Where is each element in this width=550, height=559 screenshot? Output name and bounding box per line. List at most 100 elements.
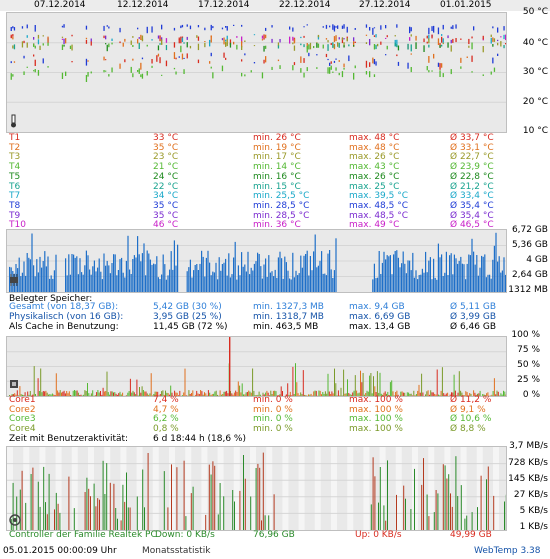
memory-bar <box>399 267 401 292</box>
memory-max: max. 9,4 GB <box>349 302 405 312</box>
temp-mark <box>428 70 430 73</box>
cpu-bar <box>161 391 163 396</box>
temp-mark <box>468 38 470 45</box>
temp-mark <box>33 37 35 40</box>
memory-bar <box>153 263 155 292</box>
temp-mark <box>505 34 506 41</box>
cpu-bar <box>358 392 360 396</box>
temp-mark <box>306 67 308 72</box>
temp-mark <box>63 38 65 44</box>
memory-bar <box>237 265 239 292</box>
network-bar <box>25 502 27 530</box>
memory-bar <box>242 266 244 292</box>
temp-min: min. 14 °C <box>253 162 301 173</box>
memory-bar <box>329 250 331 292</box>
cpu-bar <box>74 390 75 396</box>
cpu-bar <box>367 391 369 396</box>
temp-mark <box>365 34 368 36</box>
temp-mark <box>365 24 368 28</box>
cpu-bar <box>103 391 105 396</box>
temp-mark <box>441 34 443 36</box>
temp-mark <box>322 26 324 28</box>
network-bar <box>97 498 99 530</box>
cpu-bar <box>363 394 365 396</box>
temp-mark <box>341 25 344 29</box>
cpu-bar <box>94 395 96 396</box>
cpu-bar <box>503 390 504 396</box>
temp-mark <box>503 26 505 31</box>
cpu-bar <box>297 393 299 396</box>
memory-bar <box>9 266 11 292</box>
memory-bar <box>162 254 164 292</box>
temp-mark <box>233 41 235 45</box>
temp-mark <box>209 61 211 64</box>
cpu-bar <box>181 395 183 396</box>
cpu-bar <box>375 392 377 396</box>
cpu-bar <box>165 390 166 396</box>
day-band <box>201 447 208 530</box>
memory-bar <box>125 260 127 292</box>
temp-mark <box>180 36 182 44</box>
cpu-bar <box>248 390 250 396</box>
temp-mark <box>137 38 139 44</box>
cpu-bar <box>205 393 207 396</box>
cpu-bar <box>328 391 330 396</box>
temp-mark <box>10 61 12 64</box>
memory-bar <box>300 255 302 292</box>
temp-mark <box>183 69 185 74</box>
memory-bar <box>469 255 471 292</box>
cpu-bar <box>348 393 350 396</box>
memory-bar <box>383 251 385 292</box>
network-bar <box>113 483 115 530</box>
memory-bar <box>314 234 316 292</box>
network-bar <box>505 494 506 530</box>
temp-mark <box>437 27 440 35</box>
cpu-bar <box>233 392 235 396</box>
cpu-bar <box>15 394 17 396</box>
mem-axis-label: 6,72 GB <box>511 225 548 235</box>
cpu-bar <box>241 383 243 396</box>
network-bar <box>102 460 104 530</box>
memory-bar <box>324 273 326 292</box>
memory-bar <box>477 275 479 292</box>
temp-mark <box>265 27 267 31</box>
cpu-bar <box>38 391 40 396</box>
memory-bar <box>106 260 108 292</box>
temp-mark <box>380 25 382 30</box>
day-band <box>250 447 256 530</box>
cpu-bar <box>67 393 69 396</box>
cpu-bar <box>244 394 246 396</box>
temp-mark <box>233 24 235 26</box>
cpu-bar <box>479 390 481 396</box>
memory-bar <box>389 255 391 292</box>
memory-bar <box>261 278 263 292</box>
cpu-bar <box>126 395 127 396</box>
memory-bar <box>457 263 459 292</box>
temp-mark <box>354 41 356 43</box>
monthly-stats-link[interactable]: Monatsstatistik <box>142 546 211 556</box>
cpu-avg: Ø 10,6 % <box>450 414 492 425</box>
temp-mark <box>221 27 224 30</box>
temp-mark <box>34 45 36 49</box>
temp-mark <box>375 61 377 66</box>
temp-mark <box>47 66 49 68</box>
cpu-bar <box>246 392 248 396</box>
temp-mark <box>132 45 134 47</box>
cpu-bar <box>146 393 148 396</box>
temp-name: T8 <box>9 200 21 211</box>
temp-mark <box>431 26 433 31</box>
temp-mark <box>346 26 348 33</box>
network-down-total: 76,96 GB <box>253 530 295 540</box>
memory-bar <box>247 251 249 292</box>
temp-mark <box>173 67 176 70</box>
memory-bar <box>306 250 308 292</box>
temp-mark <box>106 44 108 52</box>
network-bar <box>106 463 108 530</box>
cpu-bar <box>422 392 424 396</box>
memory-bar <box>439 257 441 292</box>
temp-mark <box>61 72 64 79</box>
cpu-bar <box>158 395 160 396</box>
cpu-bar <box>240 392 242 396</box>
cpu-bar <box>220 394 222 396</box>
cpu-bar <box>470 393 472 396</box>
